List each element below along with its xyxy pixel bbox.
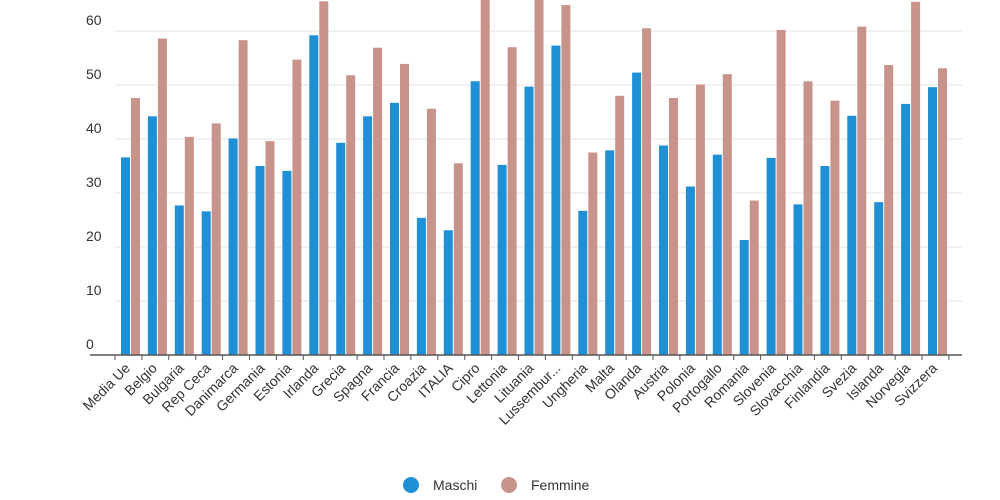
bar-maschi-germania <box>255 166 265 355</box>
bar-maschi-lituania <box>524 86 534 356</box>
bar-maschi-francia <box>390 102 399 355</box>
bar-femmine-slovenia <box>776 29 786 355</box>
bar-femmine-danimarca <box>238 40 248 356</box>
bar-femmine-norvegia <box>911 1 921 356</box>
bar-maschi-slovenia <box>766 157 776 355</box>
bar-femmine-lussemburgo <box>561 5 571 356</box>
bar-maschi-grecia <box>336 142 346 355</box>
bar-maschi-media-ue <box>121 157 130 355</box>
legend: Maschi Femmine <box>403 477 590 493</box>
bar-femmine-svezia <box>857 26 867 356</box>
bar-femmine-ungheria <box>588 152 598 355</box>
bar-maschi-portogallo <box>712 154 722 355</box>
bar-femmine-polonia <box>695 84 705 356</box>
bar-maschi-lettonia <box>497 164 507 355</box>
bar-maschi-polonia <box>685 186 695 355</box>
bar-maschi-romania <box>739 239 749 355</box>
y-axis-ticks: 0 10 20 30 40 50 60 <box>86 12 102 352</box>
bar-femmine-islanda <box>884 65 894 356</box>
bar-maschi-svezia <box>847 115 857 355</box>
legend-label-femmine: Femmine <box>531 477 590 493</box>
legend-swatch-maschi <box>403 477 419 493</box>
bar-femmine-lettonia <box>507 47 517 355</box>
y-tick-label: 50 <box>86 66 102 82</box>
bar-femmine-austria <box>669 97 678 356</box>
bar-maschi-estonia <box>282 170 292 355</box>
bar-femmine-francia <box>400 63 409 355</box>
bar-femmine-malta <box>615 95 625 356</box>
bar-femmine-olanda <box>642 28 652 356</box>
bar-maschi-cipro <box>470 81 480 355</box>
y-tick-label: 30 <box>86 174 102 190</box>
bar-femmine-cipro <box>480 0 490 355</box>
bar-maschi-malta <box>605 150 615 355</box>
y-tick-label: 10 <box>86 282 102 298</box>
bar-femmine-portogallo <box>722 74 732 355</box>
bar-maschi-lussemburgo <box>551 45 561 356</box>
bar-femmine-belgio <box>157 38 167 356</box>
y-tick-label: 20 <box>86 228 102 244</box>
bar-maschi-irlanda <box>309 35 319 355</box>
bar-femmine-romania <box>749 200 759 355</box>
bar-maschi-olanda <box>632 72 642 355</box>
bar-maschi-ungheria <box>578 210 588 355</box>
bar-maschi-svizzera <box>928 87 937 355</box>
bar-femmine-rep-ceca <box>211 123 221 355</box>
bar-maschi-slovacchia <box>793 204 803 355</box>
bar-maschi-rep-ceca <box>201 211 211 355</box>
legend-label-maschi: Maschi <box>433 477 477 493</box>
bar-femmine-germania <box>265 141 275 355</box>
bar-maschi-spagna <box>363 116 373 355</box>
bar-maschi-austria <box>659 145 668 355</box>
bars <box>121 0 947 356</box>
bar-femmine-spagna <box>373 47 383 356</box>
y-tick-label: 40 <box>86 120 102 136</box>
bar-femmine-croazia <box>426 108 436 355</box>
legend-swatch-femmine <box>501 477 517 493</box>
bar-femmine-bulgaria <box>184 136 194 355</box>
bar-femmine-finlandia <box>830 100 840 355</box>
bar-maschi-danimarca <box>228 138 238 355</box>
y-tick-label: 0 <box>86 336 94 352</box>
bar-maschi-islanda <box>874 202 884 355</box>
bar-femmine-svizzera <box>938 68 947 355</box>
bar-femmine-grecia <box>346 75 356 355</box>
bar-femmine-italia <box>453 163 463 355</box>
bar-maschi-belgio <box>147 116 157 355</box>
bar-maschi-italia <box>443 230 453 355</box>
x-axis-tick-marks <box>114 355 950 360</box>
bar-femmine-lituania <box>534 0 544 355</box>
y-tick-label: 60 <box>86 12 102 28</box>
bar-femmine-slovacchia <box>803 81 813 355</box>
bar-maschi-bulgaria <box>174 205 184 355</box>
bar-maschi-norvegia <box>901 103 911 356</box>
bar-maschi-finlandia <box>820 166 830 355</box>
bar-maschi-croazia <box>416 217 426 355</box>
bar-femmine-irlanda <box>319 1 329 356</box>
bar-femmine-estonia <box>292 59 302 356</box>
bar-femmine-media-ue <box>131 97 140 356</box>
